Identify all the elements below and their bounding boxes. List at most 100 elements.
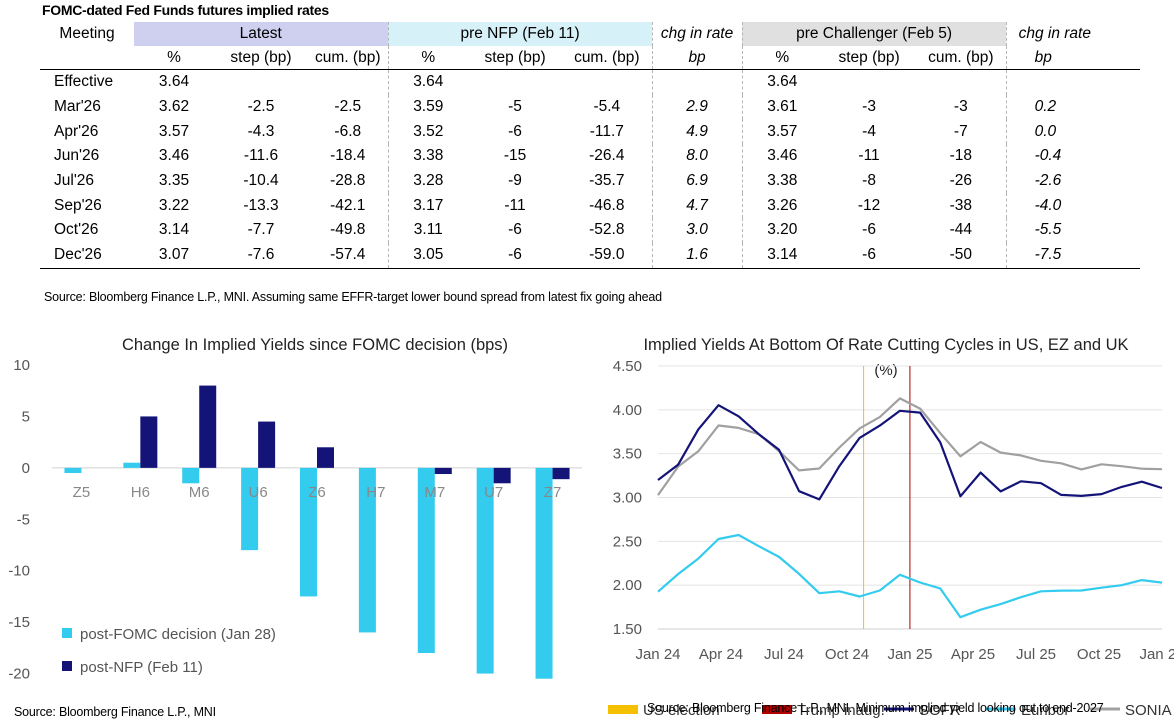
table-cell: -18 — [949, 147, 973, 165]
sub-header-cell: cum. (bp) — [562, 46, 653, 70]
line-x-tick-label: Apr 25 — [951, 646, 995, 663]
bar-chart: Change In Implied Yields since FOMC deci… — [8, 336, 582, 720]
line-chart-source: Source: Bloomberg Finance L.P., MNI. Min… — [647, 701, 1104, 715]
line-x-tick-label: Jul 24 — [764, 646, 804, 663]
table-row: Sep'26 3.22 -13.3 -42.1 3.17 -11 -46.8 4.7 3.26 -… — [40, 193, 1141, 219]
bar-x-tick-label: H6 — [131, 484, 150, 501]
table-cell: -5.5 — [1005, 218, 1141, 243]
table-cell: 8.0 — [651, 144, 743, 169]
table-cell: 2.9 — [651, 94, 743, 120]
bar-post-fomc-z5 — [64, 467, 82, 473]
sub-header-cell — [40, 46, 134, 70]
table-cell: -11.6 — [243, 147, 279, 165]
table-cell: -3 — [953, 98, 968, 116]
table-cell — [822, 70, 916, 95]
bar-legend-swatch — [62, 661, 72, 671]
sub-header-cell: % — [134, 46, 214, 70]
table-cell: 3.26 — [741, 193, 823, 219]
bar-post-nfp-u6 — [258, 421, 276, 468]
table-cell: 3.64 — [741, 69, 823, 95]
meeting-cell: Effective — [54, 73, 114, 91]
bar-x-tick-label: Z7 — [544, 484, 562, 501]
pre-challenger-group-header: pre Challenger (Feb 5) — [741, 22, 1007, 46]
table-row: Mar'26 3.62 -2.5 -2.5 3.59 -5 -5.4 2.9 3.61 -3 -3 0… — [40, 94, 1141, 120]
line-series-euribor — [657, 533, 1163, 619]
sub-header-cell: % — [741, 46, 823, 70]
table-cell: -3 — [862, 98, 876, 116]
table-row: Jun'26 3.46 -11.6 -18.4 3.38 -15 -26.4 8.0 3.46-… — [40, 144, 1141, 169]
table-row: Effective 3.64 3.64 3.64 — [40, 69, 1141, 95]
table-cell: -4 — [862, 122, 876, 140]
bar-legend-swatch — [62, 628, 72, 638]
line-series-sonia — [657, 397, 1163, 496]
table-cell: -8 — [862, 172, 876, 190]
table-cell: 3.14 — [741, 242, 823, 269]
line-x-tick-label: Apr 24 — [699, 646, 743, 663]
bar-post-fomc-z7 — [535, 467, 553, 679]
bar-chart-bars — [64, 385, 570, 679]
table-cell: -52.8 — [589, 221, 625, 239]
sub-header-cell: step (bp) — [822, 46, 917, 70]
table-cell: -18.4 — [330, 147, 366, 165]
table-row: Apr'26 3.57 -4.3 -6.8 3.52 -6 -11.7 4.9 3.57 -4 -7… — [40, 119, 1141, 145]
meeting-cell: Dec'26 — [40, 242, 134, 269]
table-cell: 3.38 — [387, 144, 469, 169]
table-cell — [1005, 69, 1141, 95]
bar-y-tick-label: 0 — [22, 460, 30, 477]
bar-y-tick-label: -25 — [8, 717, 30, 720]
bar-post-nfp-u7 — [493, 467, 511, 484]
bar-post-nfp-z6 — [317, 447, 334, 468]
table-cell: 3.52 — [387, 119, 469, 145]
table-cell: -7.7 — [247, 221, 275, 239]
meeting-cell: Mar'26 — [54, 98, 101, 116]
table-cell: -10.4 — [243, 172, 279, 190]
line-chart-ylabel: (%) — [874, 362, 897, 379]
line-legend-label: SONIA — [1125, 702, 1172, 719]
bar-chart-source: Source: Bloomberg Finance L.P., MNI — [14, 705, 216, 719]
table-cell: 3.22 — [158, 196, 190, 214]
table-cell: 3.0 — [651, 218, 743, 243]
bar-post-nfp-m6 — [199, 385, 217, 468]
table-cell — [214, 70, 308, 95]
bar-legend-label: post-NFP (Feb 11) — [80, 659, 203, 676]
table-cell: -6 — [508, 122, 522, 140]
meeting-cell: Jul'26 — [54, 172, 95, 190]
table-cell: -35.7 — [589, 172, 625, 190]
table-cell: 3.46 — [741, 144, 823, 169]
table-cell: -2.5 — [247, 98, 275, 116]
table-cell — [651, 69, 743, 95]
table-cell: 3.57 — [741, 119, 823, 145]
table-cell — [308, 70, 388, 95]
line-y-tick-label: 2.50 — [613, 533, 642, 550]
table-cell: -11 — [858, 147, 880, 165]
bar-x-tick-label: U7 — [484, 484, 503, 501]
table-cell: -15 — [503, 147, 527, 165]
table-cell — [916, 70, 1006, 95]
line-x-tick-label: Oct 25 — [1077, 646, 1121, 663]
table-cell: -38 — [949, 196, 973, 214]
table-cell: -4.3 — [247, 122, 275, 140]
bar-y-tick-label: -20 — [8, 666, 30, 683]
bar-chart-title: Change In Implied Yields since FOMC deci… — [122, 336, 508, 354]
bar-x-tick-label: H7 — [366, 484, 385, 501]
bar-post-fomc-u6 — [241, 467, 259, 551]
table-cell: 3.20 — [741, 218, 823, 243]
line-x-tick-label: Jan 24 — [635, 646, 680, 663]
table-cell: 3.59 — [387, 94, 469, 120]
table-cell: 3.28 — [387, 168, 469, 194]
sub-header-cell: bp — [651, 46, 743, 70]
line-chart-series — [657, 366, 1163, 629]
line-y-tick-label: 4.50 — [613, 358, 642, 375]
sub-header-row: % step (bp) cum. (bp)% step (bp) cum. (bp) bp… — [40, 46, 1141, 70]
table-cell: -6 — [468, 242, 563, 269]
table-cell: -13.3 — [243, 196, 279, 214]
table-source: Source: Bloomberg Finance L.P., MNI. Ass… — [44, 290, 662, 304]
bar-post-fomc-h6 — [123, 462, 141, 468]
table-cell: 3.11 — [387, 218, 469, 243]
table-cell: -26.4 — [589, 147, 625, 165]
table-cell: 4.7 — [651, 193, 743, 219]
table-cell: -7.6 — [214, 242, 308, 269]
line-legend-label: US election — [643, 702, 720, 719]
line-y-tick-label: 1.50 — [613, 621, 642, 638]
table-cell: 3.38 — [741, 168, 823, 194]
